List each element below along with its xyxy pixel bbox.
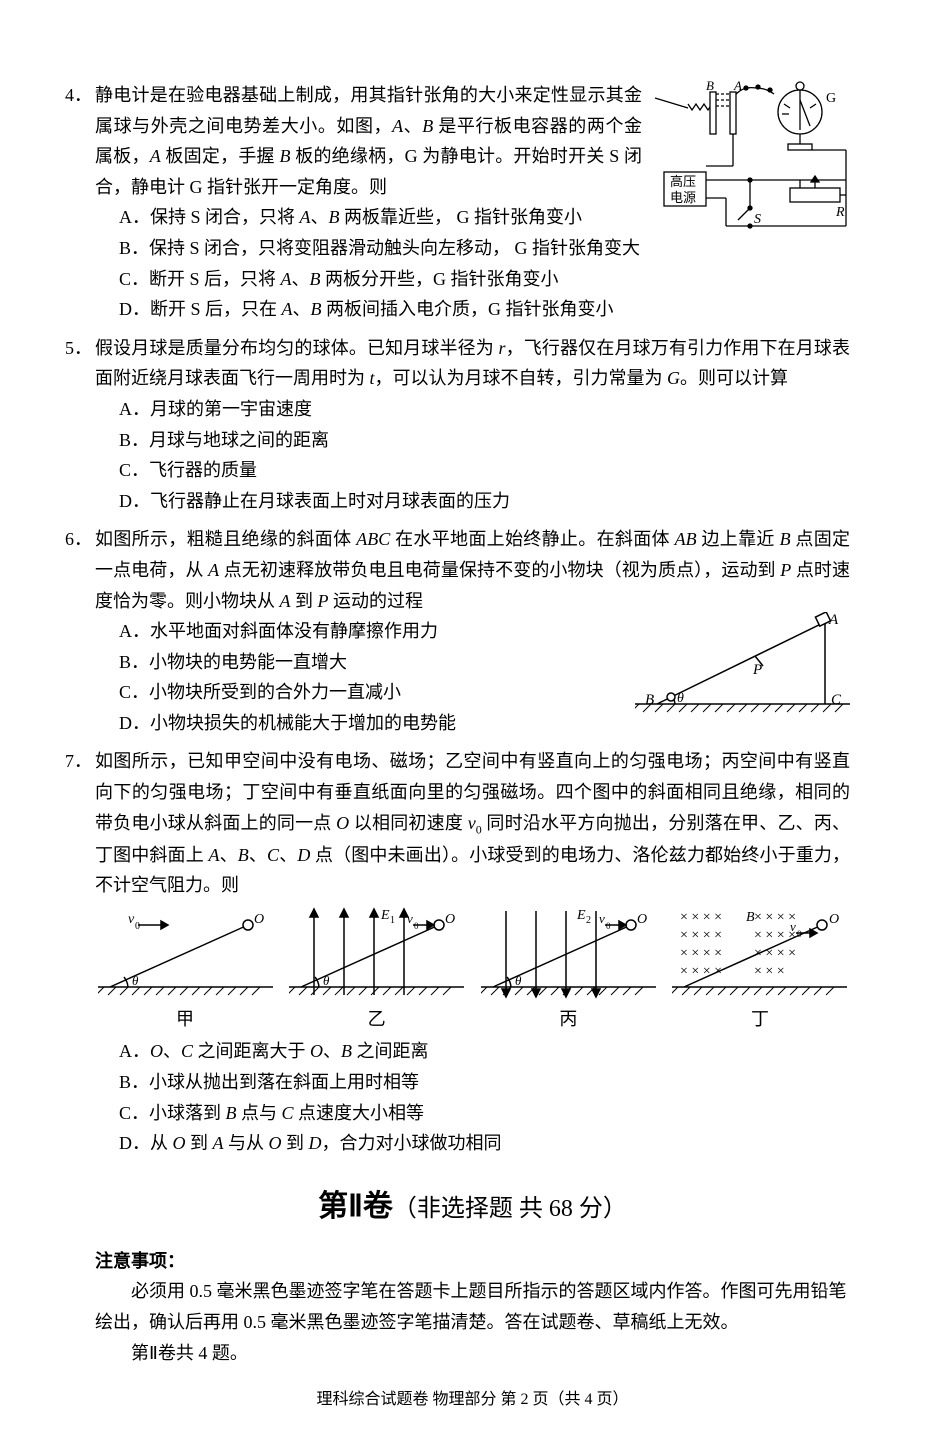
q7-fig-ding: × × × × × × × × × × × × × × × × × × × × × ×… — [670, 907, 850, 1035]
q6-figure: A B C P θ — [635, 612, 850, 732]
notice-head: 注意事项： — [95, 1246, 850, 1277]
q7-jia-v: v — [128, 912, 135, 927]
q6-label-b: B — [645, 692, 654, 708]
q7-bing-o: O — [637, 912, 647, 927]
question-4: 4． — [95, 80, 850, 325]
notice: 注意事项： 必须用 0.5 毫米黑色墨迹签字笔在答题卡上题目所指示的答题区域内作… — [95, 1246, 850, 1368]
section-2-sub: （非选择题 共 68 分） — [393, 1196, 627, 1222]
q4-label-a: A — [733, 80, 742, 93]
q7-figures-row: v 0 O θ 甲 — [95, 907, 850, 1035]
q7-label-bing: 丙 — [478, 1004, 658, 1035]
q4-label-hv1: 高压 — [670, 174, 696, 189]
q7-fig-jia: v 0 O θ 甲 — [95, 907, 275, 1035]
svg-text:× × × ×: × × × × — [754, 946, 796, 961]
q6-stem: 如图所示，粗糙且绝缘的斜面体 ABC 在水平地面上始终静止。在斜面体 AB 边上… — [95, 524, 850, 616]
q7-fig-bing: E 2 v 0 O θ 丙 — [478, 907, 658, 1035]
q7-opt-c: C．小球落到 B 点与 C 点速度大小相等 — [119, 1098, 850, 1129]
svg-text:× × × ×: × × × × — [680, 928, 722, 943]
q7-jia-v0: 0 — [135, 921, 140, 932]
q7-jia-theta: θ — [132, 973, 139, 988]
q5-opt-b: B．月球与地球之间的距离 — [119, 425, 850, 456]
q7-bing-v0: 0 — [606, 921, 611, 931]
q5-opt-d: D．飞行器静止在月球表面上时对月球表面的压力 — [119, 486, 850, 517]
q7-label-jia: 甲 — [95, 1004, 275, 1035]
q7-bing-e: E — [576, 908, 586, 923]
q7-options: A．O、C 之间距离大于 O、B 之间距离 B．小球从抛出到落在斜面上用时相等 … — [119, 1036, 850, 1158]
q7-yi-theta: θ — [323, 973, 330, 988]
page-footer: 理科综合试题卷 物理部分 第 2 页（共 4 页） — [95, 1386, 850, 1413]
q6-number: 6． — [65, 524, 92, 555]
page: 4． — [0, 0, 945, 1443]
q4-label-hv2: 电源 — [670, 190, 696, 205]
q7-opt-d: D．从 O 到 A 与从 O 到 D，合力对小球做功相同 — [119, 1128, 850, 1159]
section-2-big: 第Ⅱ卷 — [318, 1190, 393, 1223]
q6-label-theta: θ — [677, 691, 684, 706]
q7-opt-b: B．小球从抛出到落在斜面上用时相等 — [119, 1067, 850, 1098]
q5-opt-c: C．飞行器的质量 — [119, 455, 850, 486]
q7-opt-a: A．O、C 之间距离大于 O、B 之间距离 — [119, 1036, 850, 1067]
q7-fig-yi: E 1 v 0 O θ 乙 — [287, 907, 467, 1035]
section-2-title: 第Ⅱ卷（非选择题 共 68 分） — [95, 1181, 850, 1232]
q7-ding-b: B — [746, 910, 755, 925]
q6-label-c: C — [831, 692, 842, 708]
q4-label-r: R — [835, 205, 845, 220]
q7-label-ding: 丁 — [670, 1004, 850, 1035]
q7-yi-o: O — [445, 912, 455, 927]
q7-yi-e: E — [380, 908, 390, 923]
q4-label-s: S — [754, 212, 761, 227]
q4-figure: B A G 高压 电源 S R — [650, 80, 850, 255]
q7-stem: 如图所示，已知甲空间中没有电场、磁场；乙空间中有竖直向上的匀强电场；丙空间中有竖… — [95, 746, 850, 900]
q7-bing-theta: θ — [515, 973, 522, 988]
q7-ding-v: v — [790, 919, 796, 934]
q4-label-b: B — [706, 80, 714, 93]
notice-p1: 必须用 0.5 毫米黑色墨迹签字笔在答题卡上题目所指示的答题区域内作答。作图可先… — [95, 1276, 850, 1337]
q7-yi-v0: 0 — [414, 921, 419, 931]
question-7: 7． 如图所示，已知甲空间中没有电场、磁场；乙空间中有竖直向上的匀强电场；丙空间… — [95, 746, 850, 1158]
q6-label-p: P — [752, 662, 762, 678]
q7-bing-e2: 2 — [586, 915, 591, 926]
q7-ding-o: O — [829, 912, 839, 927]
q5-opt-a: A．月球的第一宇宙速度 — [119, 394, 850, 425]
q7-yi-v: v — [407, 911, 413, 926]
svg-text:× × × ×: × × × × — [680, 910, 722, 925]
q5-options: A．月球的第一宇宙速度 B．月球与地球之间的距离 C．飞行器的质量 D．飞行器静… — [119, 394, 850, 516]
q4-opt-c: C．断开 S 后，只将 A、B 两板分开些，G 指针张角变小 — [119, 264, 850, 295]
q7-ding-v0: 0 — [797, 929, 802, 939]
svg-text:× × × ×: × × × × — [680, 946, 722, 961]
q5-stem: 假设月球是质量分布均匀的球体。已知月球半径为 r，飞行器仅在月球万有引力作用下在… — [95, 333, 850, 394]
notice-p2: 第Ⅱ卷共 4 题。 — [95, 1338, 850, 1369]
question-6: 6． 如图所示，粗糙且绝缘的斜面体 ABC 在水平地面上始终静止。在斜面体 AB… — [95, 524, 850, 738]
q4-label-g: G — [826, 91, 836, 106]
svg-text:× × × ×: × × × × — [680, 964, 722, 979]
q7-yi-e1: 1 — [390, 915, 395, 926]
svg-text:× × ×: × × × — [754, 964, 785, 979]
q7-label-yi: 乙 — [287, 1004, 467, 1035]
q7-jia-o: O — [254, 912, 264, 927]
question-5: 5． 假设月球是质量分布均匀的球体。已知月球半径为 r，飞行器仅在月球万有引力作… — [95, 333, 850, 517]
q7-number: 7． — [65, 746, 92, 777]
q4-opt-d: D．断开 S 后，只在 A、B 两板间插入电介质，G 指针张角变小 — [119, 294, 850, 325]
q5-number: 5． — [65, 333, 92, 364]
q6-label-a: A — [828, 612, 839, 628]
q4-number: 4． — [65, 80, 92, 111]
q7-bing-v: v — [599, 911, 605, 926]
